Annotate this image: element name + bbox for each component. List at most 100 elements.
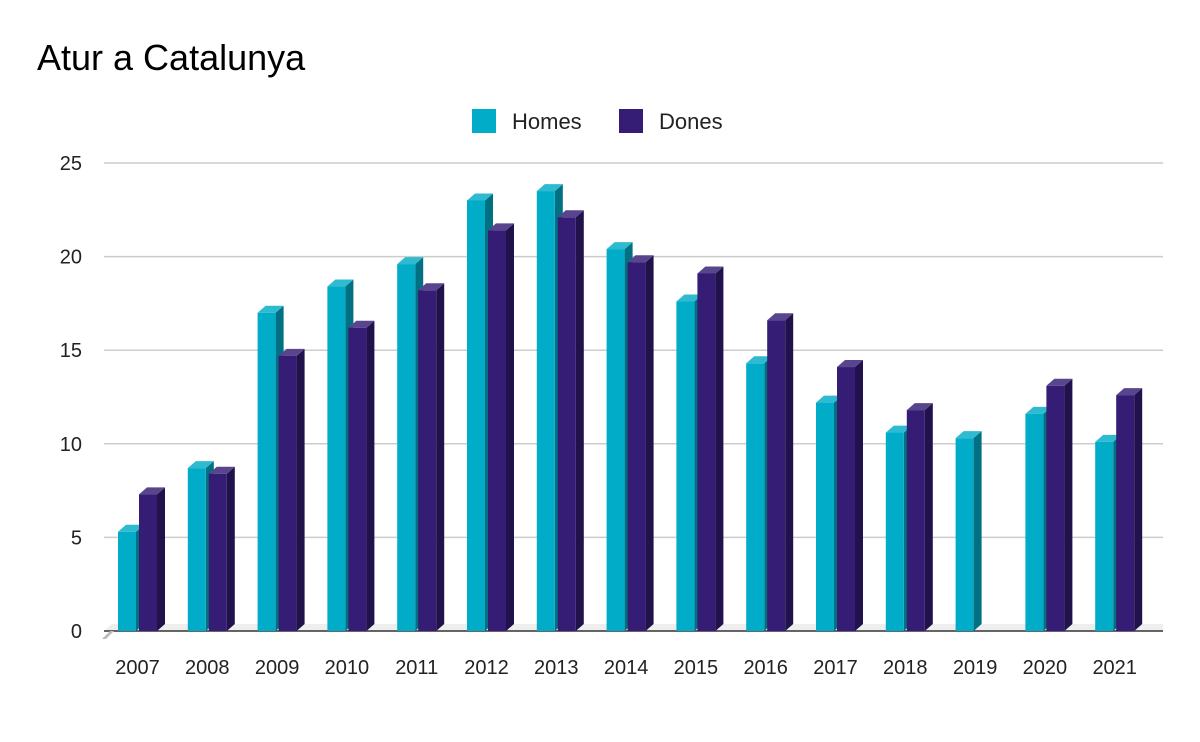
bar-dones-2009 xyxy=(278,348,305,631)
x-tick-label: 2007 xyxy=(115,657,160,679)
bar-front-face xyxy=(348,327,367,631)
bar-top-face xyxy=(885,425,912,433)
bar-side-face xyxy=(366,320,375,631)
bar-dones-2021 xyxy=(1116,388,1143,631)
bar-dones-2010 xyxy=(348,320,375,631)
bar-dones-2008 xyxy=(208,466,235,631)
bar-dones-2017 xyxy=(837,360,863,631)
y-tick-label: 20 xyxy=(60,247,82,269)
bar-top-face xyxy=(606,242,633,250)
bar-side-face xyxy=(575,210,584,631)
bar-top-face xyxy=(1116,388,1143,396)
x-tick-label: 2020 xyxy=(1023,657,1068,679)
bar-front-face xyxy=(467,200,485,631)
bar-dones-2013 xyxy=(557,210,584,631)
bar-front-face xyxy=(1025,413,1044,631)
legend-swatch-dones xyxy=(619,109,643,133)
y-tick-label: 5 xyxy=(71,527,82,549)
x-tick-label: 2011 xyxy=(395,657,438,679)
bar-side-face xyxy=(296,348,305,631)
bar-dones-2020 xyxy=(1046,378,1073,631)
bar-front-face xyxy=(118,531,136,631)
bar-side-face xyxy=(973,431,982,631)
legend: Homes Dones xyxy=(472,109,723,134)
bar-top-face xyxy=(837,360,863,368)
bar-front-face xyxy=(139,494,157,631)
bar-top-face xyxy=(767,313,794,321)
bar-dones-2016 xyxy=(767,313,794,631)
bar-top-face xyxy=(746,356,773,364)
bar-side-face xyxy=(645,255,654,631)
bar-dones-2015 xyxy=(697,266,724,631)
y-tick-label: 15 xyxy=(60,340,82,362)
bar-front-face xyxy=(278,355,297,631)
bar-side-face xyxy=(924,403,933,631)
legend-swatch-homes xyxy=(472,109,496,133)
bar-front-face xyxy=(1116,395,1135,631)
y-tick-label: 25 xyxy=(60,153,82,175)
bar-side-face xyxy=(855,360,863,631)
bar-front-face xyxy=(327,286,346,631)
bar-top-face xyxy=(816,395,842,403)
bar-top-face xyxy=(257,305,284,313)
bar-side-face xyxy=(785,313,794,631)
bar-front-face xyxy=(955,438,974,631)
x-tick-label: 2014 xyxy=(604,657,649,679)
chart-title: Atur a Catalunya xyxy=(37,37,306,78)
bar-top-face xyxy=(536,184,563,192)
x-tick-label: 2012 xyxy=(464,657,509,679)
bar-front-face xyxy=(816,402,834,631)
bar-top-face xyxy=(1025,406,1052,414)
bar-top-face xyxy=(467,193,493,201)
bar-dones-2018 xyxy=(906,403,933,631)
bar-front-face xyxy=(767,320,786,631)
x-tick-label: 2013 xyxy=(534,657,579,679)
bar-top-face xyxy=(1095,434,1122,442)
bar-side-face xyxy=(1064,378,1073,631)
legend-label-homes: Homes xyxy=(512,109,582,134)
bar-front-face xyxy=(1046,385,1065,631)
bar-front-face xyxy=(557,217,576,631)
legend-label-dones: Dones xyxy=(659,109,723,134)
bar-top-face xyxy=(955,431,982,439)
bar-top-face xyxy=(418,283,445,291)
y-axis-ticks: 0 5 10 15 20 25 xyxy=(60,153,82,643)
x-tick-label: 2019 xyxy=(953,657,998,679)
y-tick-label: 0 xyxy=(71,621,82,643)
bar-top-face xyxy=(676,294,703,302)
x-tick-label: 2017 xyxy=(813,657,858,679)
bar-front-face xyxy=(397,264,416,631)
bar-front-face xyxy=(418,290,437,631)
bar-top-face xyxy=(139,487,165,495)
bar-top-face xyxy=(697,266,724,274)
bar-front-face xyxy=(488,230,506,631)
x-tick-label: 2021 xyxy=(1092,657,1137,679)
bar-front-face xyxy=(906,410,925,631)
bar-top-face xyxy=(208,466,235,474)
bar-side-face xyxy=(436,283,445,631)
bar-front-face xyxy=(885,432,904,631)
bar-dones-2014 xyxy=(627,255,654,631)
x-tick-label: 2018 xyxy=(883,657,928,679)
bar-top-face xyxy=(327,279,354,287)
bars xyxy=(118,184,1143,631)
x-tick-label: 2008 xyxy=(185,657,230,679)
bar-dones-2007 xyxy=(139,487,165,631)
bar-front-face xyxy=(187,468,206,631)
bar-front-face xyxy=(697,273,716,631)
bar-side-face xyxy=(506,223,514,631)
bar-top-face xyxy=(906,403,933,411)
bar-front-face xyxy=(837,367,855,631)
bar-front-face xyxy=(536,191,555,631)
bar-top-face xyxy=(557,210,584,218)
x-tick-label: 2010 xyxy=(325,657,370,679)
bar-dones-2012 xyxy=(488,223,514,631)
bar-front-face xyxy=(606,249,625,631)
bar-top-face xyxy=(1046,378,1073,386)
x-tick-label: 2009 xyxy=(255,657,300,679)
bar-front-face xyxy=(208,473,227,631)
bar-front-face xyxy=(746,363,765,631)
bar-front-face xyxy=(627,262,646,631)
bar-side-face xyxy=(1134,388,1143,631)
